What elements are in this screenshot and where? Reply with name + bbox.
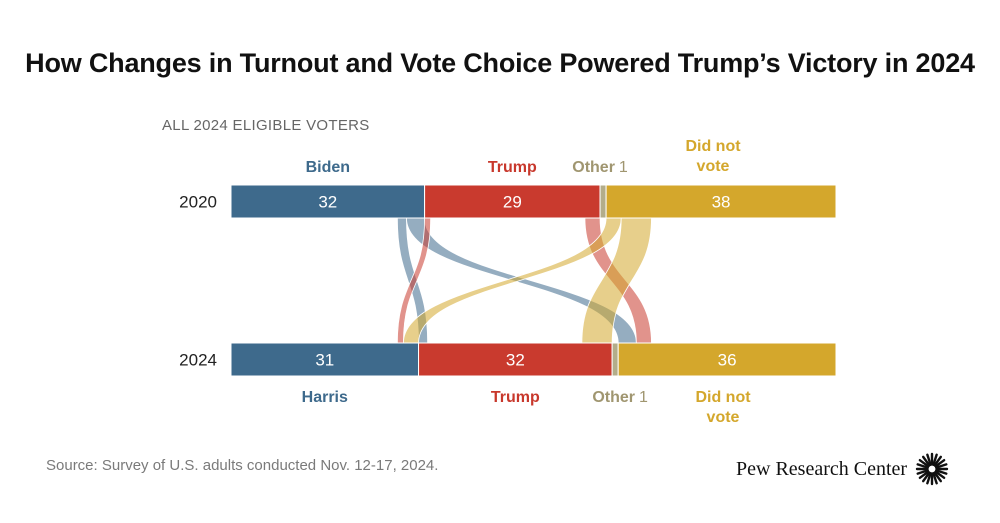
bar-2020-dem (230, 184, 426, 219)
category-label-2024-nonvote: Did not vote (695, 389, 751, 426)
sankey-chart: 2020 32 Biden 29 Trump Other 1 38 Did not vote 202… (179, 138, 837, 426)
bar-2024-dem (230, 342, 420, 377)
bar-2024-rep (418, 342, 613, 377)
category-label-2020-nonvote: Did not vote (685, 138, 741, 175)
year-label-2024: 2024 (179, 351, 217, 370)
flow-nonvote-to-nonvote (651, 218, 836, 343)
brand-logo: Pew Research Center (736, 452, 949, 486)
flow-dem-to-dem (231, 218, 397, 343)
bar-value-2020-nonvote: 38 (712, 193, 731, 212)
category-label-2020-dem: Biden (306, 159, 350, 176)
source-note: Source: Survey of U.S. adults conducted … (46, 457, 439, 474)
brand-name: Pew Research Center (736, 457, 908, 480)
bar-2024-other (611, 342, 619, 377)
bar-value-2024-rep: 32 (506, 351, 525, 370)
category-label-2020-other: Other 1 (572, 159, 628, 176)
bar-value-2020-dem: 32 (318, 193, 337, 212)
category-label-2024-dem: Harris (302, 389, 348, 406)
bar-value-2024-nonvote: 36 (718, 351, 737, 370)
year-label-2020: 2020 (179, 193, 217, 212)
category-label-2024-other: Other 1 (592, 389, 648, 406)
bar-2024-nonvote (617, 342, 837, 377)
chart-subtitle: ALL 2024 ELIGIBLE VOTERS (162, 117, 370, 134)
bar-2020-nonvote (605, 184, 837, 219)
category-label-2020-rep: Trump (488, 159, 537, 176)
bar-value-2020-rep: 29 (503, 193, 522, 212)
bar-value-2024-dem: 31 (315, 351, 334, 370)
bar-2020-other (599, 184, 607, 219)
sunburst-logo-icon (915, 452, 949, 486)
category-label-2024-rep: Trump (491, 389, 540, 406)
chart-title: How Changes in Turnout and Vote Choice P… (25, 48, 975, 78)
flows-group (231, 217, 836, 344)
